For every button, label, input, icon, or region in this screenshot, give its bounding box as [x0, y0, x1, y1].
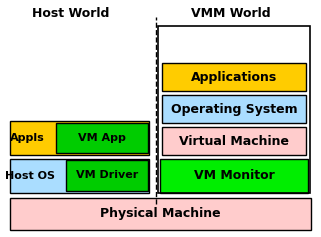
FancyBboxPatch shape: [162, 95, 306, 123]
FancyBboxPatch shape: [10, 121, 149, 155]
FancyBboxPatch shape: [56, 123, 148, 153]
Text: VMM World: VMM World: [191, 7, 271, 19]
Text: Applications: Applications: [191, 71, 277, 83]
Text: Operating System: Operating System: [171, 103, 297, 115]
Text: Appls: Appls: [10, 133, 45, 143]
FancyBboxPatch shape: [10, 159, 149, 193]
Text: Host OS: Host OS: [5, 171, 56, 181]
Text: Host World: Host World: [32, 7, 109, 19]
Text: Virtual Machine: Virtual Machine: [179, 135, 289, 147]
FancyBboxPatch shape: [162, 127, 306, 155]
Text: Physical Machine: Physical Machine: [100, 207, 221, 220]
FancyBboxPatch shape: [162, 63, 306, 91]
FancyBboxPatch shape: [10, 198, 311, 230]
Text: VM Monitor: VM Monitor: [194, 169, 274, 182]
FancyBboxPatch shape: [160, 159, 308, 193]
Text: VM App: VM App: [78, 133, 126, 143]
FancyBboxPatch shape: [66, 160, 148, 191]
Text: VM Driver: VM Driver: [76, 170, 138, 180]
